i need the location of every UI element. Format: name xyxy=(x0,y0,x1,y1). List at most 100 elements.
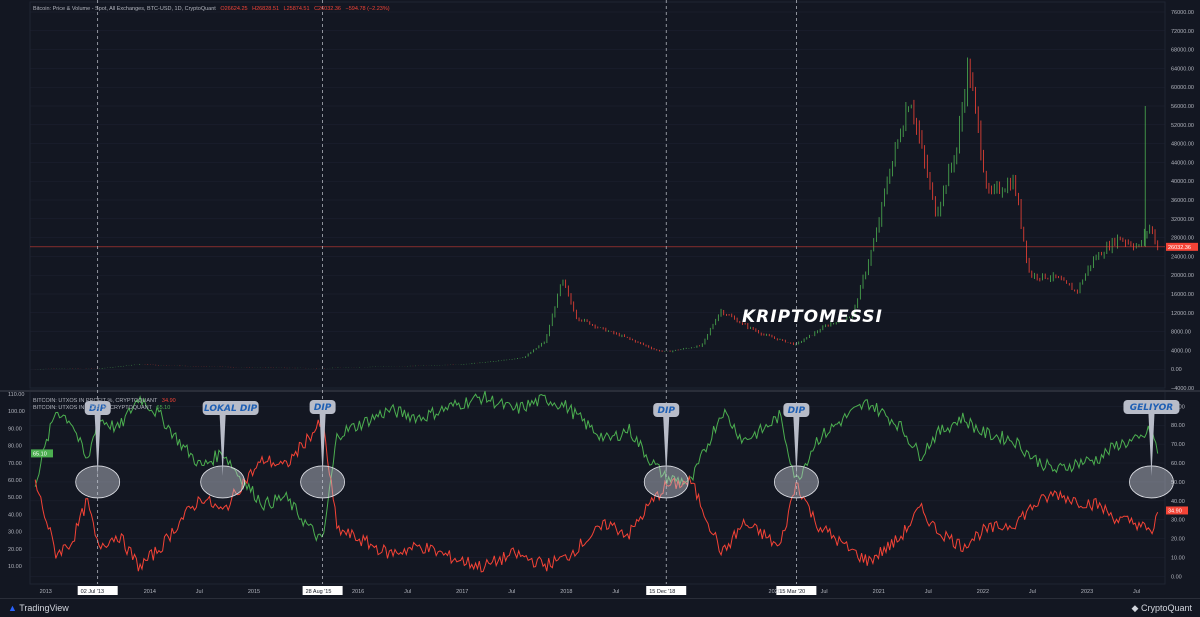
price-legend: Bitcoin: Price & Volume - Spot, All Exch… xyxy=(33,6,393,12)
price-y-tick: 64000.00 xyxy=(1171,66,1194,72)
x-tick: 2018 xyxy=(560,589,572,595)
callout-label: DIP xyxy=(788,406,806,416)
ohlc-high: H26828.51 xyxy=(252,6,280,12)
tradingview-brand[interactable]: ▲ TradingView xyxy=(8,603,69,613)
cryptoquant-brand[interactable]: ◆ CryptoQuant xyxy=(1132,603,1192,614)
price-y-tick: 24000.00 xyxy=(1171,254,1194,260)
price-y-tick: 68000.00 xyxy=(1171,48,1194,54)
x-tick: 2022 xyxy=(977,589,989,595)
price-y-tick: 44000.00 xyxy=(1171,160,1194,166)
x-tick: Jul xyxy=(612,589,619,595)
indicator-y-tick: 70.00 xyxy=(1171,442,1185,448)
price-y-tick: 4000.00 xyxy=(1171,348,1191,354)
callout-pointer xyxy=(793,417,800,476)
ohlc-open: O26624.25 xyxy=(220,6,248,12)
price-y-tick: 36000.00 xyxy=(1171,198,1194,204)
indicator-left-y-tick: 100.00 xyxy=(8,409,25,415)
indicator1-value: 34.90 xyxy=(161,398,176,404)
indicator2-value: 65.10 xyxy=(156,405,171,411)
event-date-label: 02 Jul '13 xyxy=(81,589,104,595)
price-y-tick: 76000.00 xyxy=(1171,10,1194,16)
price-y-tick: −4000.00 xyxy=(1171,386,1194,392)
x-tick: 2021 xyxy=(873,589,885,595)
indicator1-legend: BITCOIN: UTXOS IN PROFIT %, CRYPTOQUANT … xyxy=(33,398,179,404)
indicator1-title: BITCOIN: UTXOS IN PROFIT %, CRYPTOQUANT xyxy=(33,398,158,404)
x-tick: 2017 xyxy=(456,589,468,595)
x-tick: 2014 xyxy=(144,589,156,595)
chart-canvas[interactable]: 76000.00 72000.00 68000.00 64000.00 60000.00… xyxy=(0,0,1200,598)
price-y-tick: 72000.00 xyxy=(1171,29,1194,35)
x-tick: 2023 xyxy=(1081,589,1093,595)
event-date-badge xyxy=(646,586,687,595)
ohlc-change: −594.78 (−2.23%) xyxy=(345,6,390,12)
x-tick: Jul xyxy=(1133,589,1140,595)
callout-pointer xyxy=(94,415,101,476)
price-y-tick: 12000.00 xyxy=(1171,311,1194,317)
callout-bubble xyxy=(653,403,680,417)
x-tick: 2013 xyxy=(40,589,52,595)
indicator-left-y-tick: 20.00 xyxy=(8,547,22,553)
last-price-badge xyxy=(1166,242,1198,251)
indicator-y-tick: 30.00 xyxy=(1171,518,1185,524)
indicator-left-y-tick: 110.00 xyxy=(8,392,24,398)
indicator-y-tick: 60.00 xyxy=(1171,461,1185,467)
callout-pointer xyxy=(663,417,670,476)
x-tick: Jul xyxy=(404,589,411,595)
indicator-left-y-axis: 110.00 100.00 90.00 80.00 70.00 60.00 50.00 40.… xyxy=(8,392,25,570)
price-y-tick: 40000.00 xyxy=(1171,179,1194,185)
price-series xyxy=(34,57,1159,370)
x-tick: 2020 xyxy=(769,589,781,595)
indicator2-value-label: 65.10 xyxy=(33,451,47,457)
event-date-badge xyxy=(302,586,343,595)
tradingview-logo-icon: ▲ xyxy=(8,603,17,613)
indicator-y-tick: 50.00 xyxy=(1171,480,1185,486)
tradingview-label: TradingView xyxy=(19,603,69,613)
indicator2-legend: BITCOIN: UTXOS IN LOSS %, CRYPTOQUANT 65… xyxy=(33,405,173,411)
cryptoquant-label: CryptoQuant xyxy=(1140,603,1192,613)
event-markers: 02 Jul '13 28 Aug '15 15 Dec '18 15 Mar '20 xyxy=(77,0,817,595)
indicator-left-y-tick: 70.00 xyxy=(8,461,22,467)
price-y-tick: 20000.00 xyxy=(1171,273,1194,279)
x-tick: 2016 xyxy=(352,589,364,595)
indicator-y-tick: 40.00 xyxy=(1171,499,1185,505)
kriptomessi-watermark: KRIPTOMESSI xyxy=(742,307,883,327)
price-y-tick: 8000.00 xyxy=(1171,330,1191,336)
price-y-tick: 16000.00 xyxy=(1171,292,1194,298)
price-pane-frame xyxy=(29,1,1166,389)
indicator-y-tick: 0.00 xyxy=(1171,574,1182,580)
callout-bubble xyxy=(84,401,111,415)
price-y-tick: 52000.00 xyxy=(1171,123,1194,129)
event-date-label: 28 Aug '15 xyxy=(306,589,332,595)
callout-bubble xyxy=(202,401,259,415)
price-y-tick: 60000.00 xyxy=(1171,85,1194,91)
price-y-tick: 0.00 xyxy=(1171,367,1182,373)
callout-label: DIP xyxy=(89,404,107,414)
indicator-left-y-tick: 10.00 xyxy=(8,564,22,570)
callout-bubble xyxy=(309,400,336,414)
price-y-tick: 48000.00 xyxy=(1171,142,1194,148)
price-y-tick: 56000.00 xyxy=(1171,104,1194,110)
indicator-left-y-tick: 50.00 xyxy=(8,495,22,501)
indicator-left-y-tick: 80.00 xyxy=(8,444,22,450)
callout-label: GELIYOR xyxy=(1130,403,1173,413)
x-tick: Jul xyxy=(925,589,932,595)
indicator-left-y-tick: 30.00 xyxy=(8,530,22,536)
callout-pointer xyxy=(319,414,326,476)
footer-bar: ▲ TradingView ◆ CryptoQuant xyxy=(0,598,1200,617)
callout-pointer xyxy=(219,415,226,476)
price-y-axis: 76000.00 72000.00 68000.00 64000.00 60000.00… xyxy=(30,10,1194,392)
event-date-label: 15 Mar '20 xyxy=(779,589,805,595)
callout-pointer xyxy=(1148,414,1155,476)
price-y-tick: 32000.00 xyxy=(1171,217,1194,223)
callout-label: LOKAL DIP xyxy=(204,404,258,414)
indicator1-value-label: 34.90 xyxy=(1168,508,1182,514)
callout-bubble xyxy=(1123,400,1180,414)
ohlc-low: L25874.51 xyxy=(283,6,310,12)
x-tick: 2015 xyxy=(248,589,260,595)
callout-label: DIP xyxy=(658,406,676,416)
x-tick: Jul xyxy=(508,589,515,595)
indicator-y-tick: 10.00 xyxy=(1171,556,1185,562)
callouts: DIP LOKAL DIP DIP DIP DIP GELIYOR xyxy=(75,400,1180,499)
x-tick: Jul xyxy=(196,589,203,595)
price-title: Bitcoin: Price & Volume - Spot, All Exch… xyxy=(33,6,216,12)
